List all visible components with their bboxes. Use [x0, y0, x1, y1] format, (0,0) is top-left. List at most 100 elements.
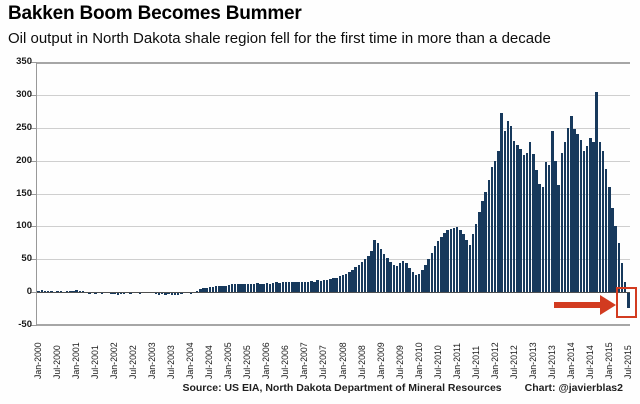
x-axis-label: Jan-2012	[489, 342, 500, 379]
bar	[414, 275, 418, 293]
bar	[474, 223, 478, 293]
bar	[408, 268, 411, 293]
bar	[287, 282, 291, 293]
bar	[522, 155, 525, 293]
bar	[376, 243, 380, 293]
x-axis-label: Jul-2002	[128, 345, 139, 379]
x-axis-label: Jan-2011	[451, 342, 462, 379]
bar	[424, 264, 427, 293]
x-axis-label: Jul-2011	[470, 345, 481, 379]
bar	[421, 269, 424, 293]
x-axis-label: Jul-2012	[508, 345, 519, 379]
bar	[230, 284, 234, 293]
bar	[455, 227, 459, 293]
bar	[116, 292, 120, 295]
y-axis-label: 100	[16, 220, 32, 232]
bar	[563, 142, 567, 293]
bar	[535, 170, 538, 293]
bar	[249, 284, 253, 293]
bar	[325, 280, 329, 293]
bar	[525, 152, 529, 293]
zero-axis-line	[37, 292, 630, 294]
bar	[440, 236, 443, 293]
bar	[246, 283, 250, 293]
bar	[170, 292, 173, 295]
bar	[576, 134, 579, 293]
bar	[268, 283, 272, 293]
bar	[433, 246, 437, 293]
bar	[592, 142, 595, 293]
x-axis-label: Jan-2009	[375, 342, 386, 379]
y-axis-label: 0	[26, 286, 32, 298]
bar	[237, 283, 240, 293]
bar	[50, 290, 53, 293]
y-axis-tick	[31, 292, 36, 294]
page-title: Bakken Boom Becomes Bummer	[8, 3, 302, 24]
bar	[211, 286, 215, 293]
bar	[221, 285, 224, 293]
x-axis-label: Jan-2015	[603, 342, 614, 379]
bar	[579, 139, 583, 293]
bar	[319, 280, 323, 293]
bar	[493, 160, 497, 293]
bar	[395, 265, 399, 293]
bar	[627, 292, 630, 308]
bar	[363, 259, 367, 293]
bar	[379, 248, 383, 293]
bar	[316, 280, 319, 293]
bar	[291, 281, 294, 293]
bar	[503, 131, 506, 293]
x-axis-label: Jan-2007	[299, 342, 310, 379]
bar	[532, 154, 535, 293]
bar	[72, 291, 75, 293]
bar	[322, 279, 326, 293]
bar	[300, 282, 304, 293]
y-axis-tick	[31, 226, 36, 228]
bar	[218, 286, 221, 293]
y-axis-tick	[31, 160, 36, 162]
gridline	[37, 94, 630, 96]
bar	[617, 242, 621, 293]
x-axis-label: Jan-2008	[337, 342, 348, 379]
bar	[75, 290, 78, 293]
bar	[452, 228, 456, 293]
bar	[481, 200, 484, 293]
x-axis-label: Jan-2000	[33, 342, 44, 379]
bar	[449, 229, 453, 293]
bar	[551, 131, 554, 293]
bar	[233, 284, 237, 293]
bar	[205, 287, 208, 293]
bar	[478, 211, 481, 293]
x-axis-label: Jul-2009	[394, 345, 405, 379]
bar	[370, 251, 373, 293]
bar	[40, 290, 43, 293]
y-axis-label: 250	[16, 121, 32, 133]
bar	[528, 142, 532, 293]
bar	[265, 282, 269, 293]
source-text: Source: US EIA, North Dakota Department …	[182, 382, 502, 394]
bar	[335, 277, 338, 293]
x-axis-label: Jul-2007	[318, 345, 329, 379]
bar	[227, 284, 231, 293]
bar	[294, 282, 297, 293]
bar	[589, 137, 592, 293]
bar	[262, 283, 265, 293]
bar	[585, 146, 589, 293]
gridline	[37, 127, 630, 129]
x-axis-label: Jul-2008	[356, 345, 367, 379]
bar	[604, 168, 608, 293]
bar	[65, 291, 69, 293]
y-axis-line	[36, 62, 37, 326]
y-axis-label: 200	[16, 154, 32, 166]
bar	[252, 283, 256, 293]
bar	[598, 142, 602, 293]
bar	[383, 253, 386, 293]
gridline	[37, 259, 630, 261]
bar	[465, 239, 468, 293]
bar	[176, 292, 180, 295]
bar	[195, 290, 199, 293]
bar-chart-plot-area	[31, 62, 630, 326]
bar	[202, 288, 205, 293]
x-axis-label: Jul-2003	[166, 345, 177, 379]
